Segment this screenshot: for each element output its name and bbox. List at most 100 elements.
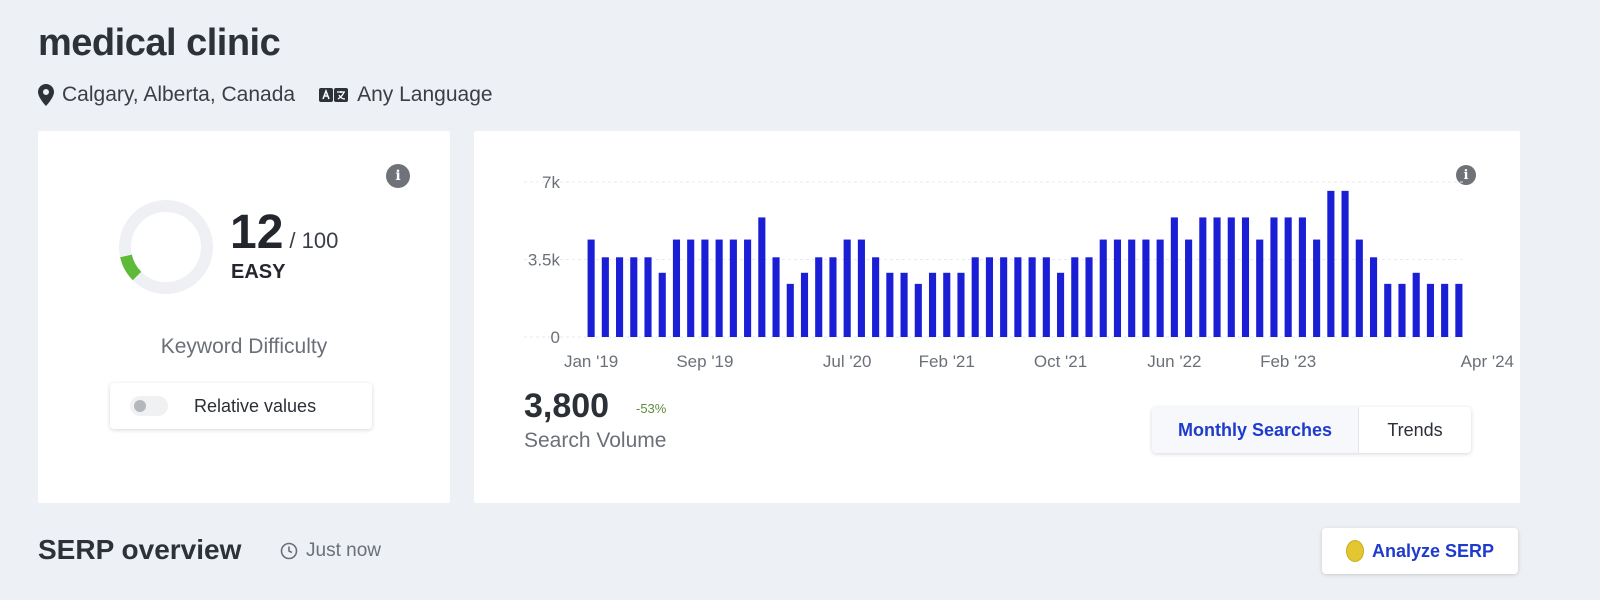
location[interactable]: Calgary, Alberta, Canada — [38, 83, 295, 107]
map-pin-icon — [38, 84, 54, 106]
chart-bar[interactable] — [1341, 190, 1349, 337]
toggle-switch[interactable] — [130, 396, 168, 416]
chart-bar[interactable] — [616, 257, 624, 337]
chart-bar[interactable] — [1227, 217, 1235, 337]
chart-bar[interactable] — [957, 272, 965, 337]
language[interactable]: Any Language — [319, 83, 493, 107]
chart-bar[interactable] — [729, 239, 737, 337]
chart-bar[interactable] — [1241, 217, 1250, 337]
chart-bar[interactable] — [658, 272, 666, 337]
chart-bar[interactable] — [601, 257, 609, 337]
chart-bar[interactable] — [1313, 239, 1321, 337]
info-icon[interactable]: i — [1456, 165, 1476, 185]
chart-bar[interactable] — [1014, 257, 1022, 337]
difficulty-score: 12 / 100 — [230, 205, 338, 260]
chart-bar[interactable] — [829, 257, 837, 337]
chart-bar[interactable] — [587, 239, 595, 337]
chart-bar[interactable] — [815, 257, 823, 337]
y-tick-label: 0 — [551, 328, 560, 347]
chart-bar[interactable] — [1170, 217, 1178, 337]
chart-bar[interactable] — [914, 283, 922, 337]
toggle-label: Relative values — [194, 395, 317, 416]
chart-bar[interactable] — [943, 272, 951, 337]
difficulty-score-max: / 100 — [289, 228, 339, 253]
chart-bar[interactable] — [1185, 239, 1193, 337]
chart-bar[interactable] — [1057, 272, 1065, 337]
chart-bar[interactable] — [1426, 283, 1434, 337]
difficulty-level: EASY — [231, 261, 286, 283]
serp-overview-title: SERP overview — [38, 534, 242, 565]
clock-icon — [280, 542, 298, 560]
x-tick-label: Sep '19 — [676, 352, 733, 371]
chart-bar[interactable] — [1384, 283, 1392, 337]
chart-bar[interactable] — [1355, 239, 1363, 337]
chart-bar[interactable] — [872, 257, 880, 337]
chart-bar[interactable] — [1327, 190, 1335, 337]
chart-bar[interactable] — [900, 272, 908, 337]
chart-bar[interactable] — [843, 239, 851, 337]
chart-bar[interactable] — [758, 217, 766, 337]
difficulty-donut — [119, 200, 213, 294]
chart-bar[interactable] — [1298, 217, 1306, 337]
chart-bar[interactable] — [1142, 239, 1150, 337]
chart-bar[interactable] — [1398, 283, 1406, 337]
analyze-serp-button[interactable]: Analyze SERP — [1322, 528, 1518, 574]
x-tick-label: Jun '22 — [1147, 352, 1201, 371]
language-label: Any Language — [357, 83, 493, 106]
chart-bar[interactable] — [1071, 257, 1079, 337]
chart-bar[interactable] — [630, 257, 638, 337]
chart-bar[interactable] — [687, 239, 695, 337]
chart-bar[interactable] — [1270, 217, 1278, 337]
relative-values-toggle[interactable]: Relative values — [110, 383, 372, 429]
chart-bar[interactable] — [1128, 239, 1136, 337]
x-tick-label: Jan '19 — [564, 352, 618, 371]
difficulty-score-value: 12 — [230, 206, 284, 259]
chart-bar[interactable] — [1156, 239, 1164, 337]
chart-bar[interactable] — [786, 283, 794, 337]
search-volume-card: i 0 3.5k 7k Jan '19 Sep '19 Jul '20 Feb '21 Oct… — [474, 131, 1520, 503]
chart-bar[interactable] — [1441, 283, 1449, 337]
chart-bar[interactable] — [1369, 257, 1378, 337]
difficulty-arc — [119, 200, 213, 294]
chart-bar[interactable] — [971, 257, 979, 337]
chart-bar[interactable] — [1213, 217, 1221, 337]
chart-bar[interactable] — [1199, 217, 1207, 337]
info-icon[interactable]: i — [386, 164, 410, 188]
chart-bar[interactable] — [1085, 257, 1093, 337]
chart-bar[interactable] — [715, 239, 723, 337]
chart-bar[interactable] — [644, 257, 652, 337]
search-volume-label: Search Volume — [524, 429, 667, 452]
search-volume-value: 3,800 — [524, 387, 610, 425]
chart-bar[interactable] — [857, 239, 865, 337]
chart-bar[interactable] — [985, 257, 993, 337]
chart-bar[interactable] — [1284, 217, 1292, 337]
chart-bar[interactable] — [1256, 239, 1264, 337]
serp-timestamp: Just now — [280, 540, 381, 562]
tab-trends[interactable]: Trends — [1387, 419, 1443, 440]
chart-bar[interactable] — [1113, 239, 1122, 337]
chart-bar[interactable] — [1412, 272, 1420, 337]
chart-bar[interactable] — [701, 239, 709, 337]
y-tick-label: 7k — [542, 173, 560, 192]
chart-bar[interactable] — [1099, 239, 1107, 337]
x-tick-label: Oct '21 — [1034, 352, 1087, 371]
search-volume-chart: 0 3.5k 7k Jan '19 Sep '19 Jul '20 Feb '21 Oct '… — [524, 173, 1514, 371]
keyword-meta: Calgary, Alberta, Canada Any Language — [38, 82, 517, 108]
coin-icon — [1345, 540, 1364, 562]
chart-bar[interactable] — [772, 257, 780, 337]
x-tick-label: Feb '23 — [1260, 352, 1316, 371]
serp-time-label: Just now — [306, 540, 381, 561]
x-tick-label: Feb '21 — [919, 352, 975, 371]
chart-bar[interactable] — [928, 272, 937, 337]
chart-bar[interactable] — [800, 272, 809, 337]
x-tick-label: Jul '20 — [823, 352, 872, 371]
tab-monthly-searches[interactable]: Monthly Searches — [1152, 407, 1359, 453]
chart-bar[interactable] — [1028, 257, 1036, 337]
chart-bar[interactable] — [1455, 283, 1463, 337]
chart-bar[interactable] — [1000, 257, 1008, 337]
difficulty-title: Keyword Difficulty — [160, 335, 328, 358]
chart-bar[interactable] — [886, 272, 894, 337]
chart-bar[interactable] — [1042, 257, 1050, 337]
chart-bar[interactable] — [672, 239, 681, 337]
chart-bar[interactable] — [744, 239, 752, 337]
